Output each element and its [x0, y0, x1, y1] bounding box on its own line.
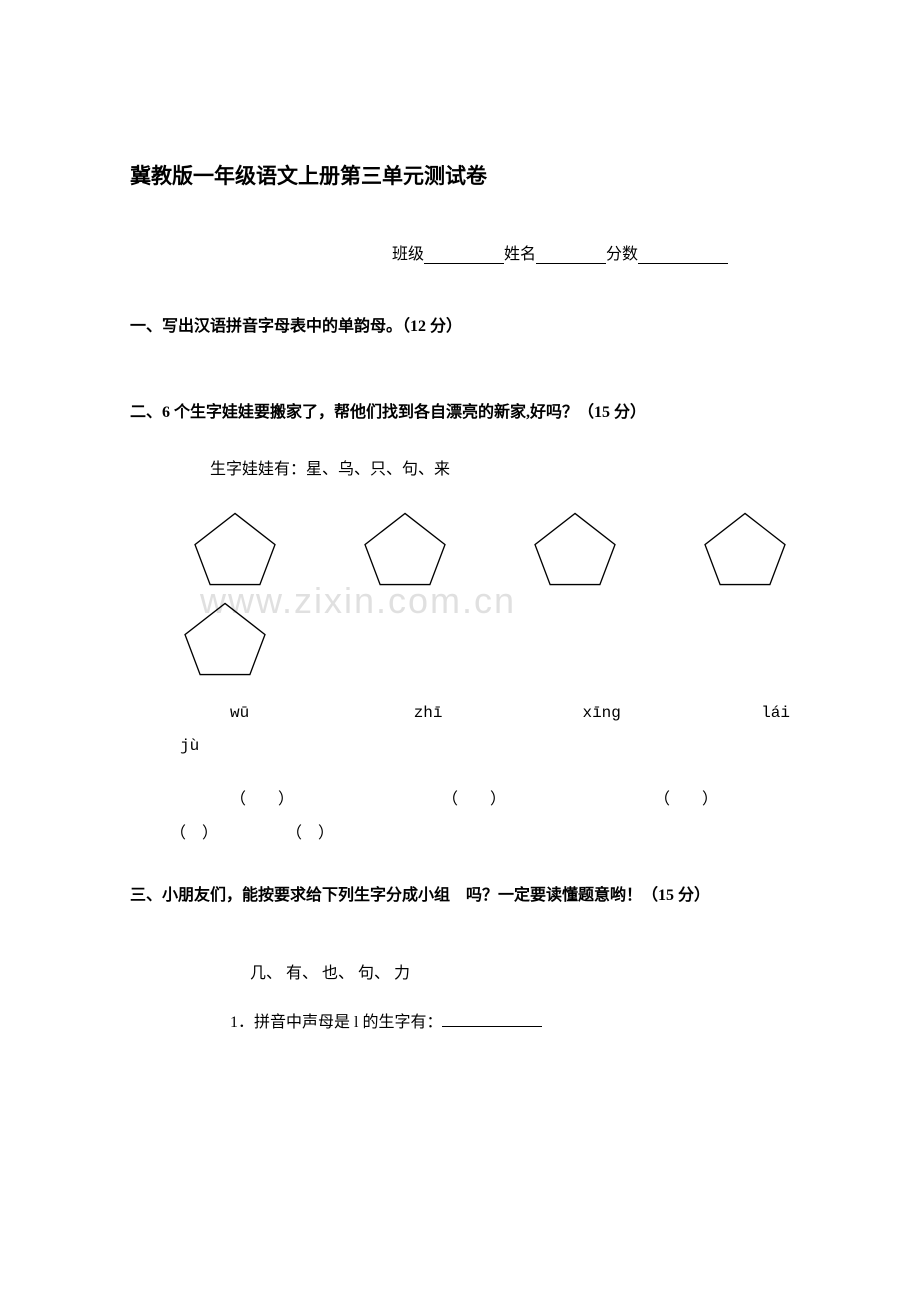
pinyin-lai: lái — [761, 704, 790, 722]
name-label: 姓名 — [504, 246, 536, 263]
paren-row-1: （ ） （ ） （ ） — [230, 785, 790, 809]
paren-row-2: （ ） （ ） — [170, 819, 790, 843]
q3-sub1-blank — [442, 1013, 542, 1027]
question-1: 一、写出汉语拼音字母表中的单韵母。（12 分） — [130, 314, 790, 340]
pinyin-xing: xīng — [582, 704, 761, 722]
paren-4: （ ） — [170, 825, 218, 842]
pentagon-row-2 — [180, 599, 790, 679]
student-info-line: 班级 姓名 分数 — [330, 240, 790, 264]
q3-chars: 几、 有、 也、 句、 力 — [250, 959, 790, 983]
pinyin-row-2: jù — [180, 737, 790, 755]
paren-3: （ ） — [654, 791, 718, 808]
shengzi-label: 生字娃娃有：星、乌、只、句、来 — [210, 455, 790, 479]
question-3: 三、小朋友们，能按要求给下列生字分成小组 吗？一定要读懂题意哟！（15 分） — [130, 883, 790, 909]
class-blank — [424, 248, 504, 264]
pentagon-5 — [180, 599, 270, 679]
pinyin-row-1: wū zhī xīng lái — [230, 704, 790, 722]
pentagon-4 — [700, 509, 790, 589]
pentagon-2 — [360, 509, 450, 589]
q3-sub1: 1．拼音中声母是 l 的生字有： — [230, 1008, 790, 1032]
content: 冀教版一年级语文上册第三单元测试卷 班级 姓名 分数 一、写出汉语拼音字母表中的单韵… — [130, 160, 790, 1032]
pentagon-1 — [190, 509, 280, 589]
question-2: 二、6 个生字娃娃要搬家了，帮他们找到各自漂亮的新家,好吗？（15 分） — [130, 400, 790, 426]
pinyin-wu: wū — [230, 704, 414, 722]
paren-2: （ ） — [442, 791, 506, 808]
score-blank — [638, 248, 728, 264]
class-label: 班级 — [392, 246, 424, 263]
pentagon-3 — [530, 509, 620, 589]
q3-sub1-text: 1．拼音中声母是 l 的生字有： — [230, 1014, 442, 1031]
pinyin-zhi: zhī — [414, 704, 583, 722]
paren-5: （ ） — [286, 825, 334, 842]
paren-1: （ ） — [230, 791, 294, 808]
pentagon-row-1 — [190, 509, 790, 589]
pinyin-ju: jù — [180, 737, 199, 755]
page-title: 冀教版一年级语文上册第三单元测试卷 — [130, 160, 790, 190]
score-label: 分数 — [606, 246, 638, 263]
name-blank — [536, 248, 606, 264]
